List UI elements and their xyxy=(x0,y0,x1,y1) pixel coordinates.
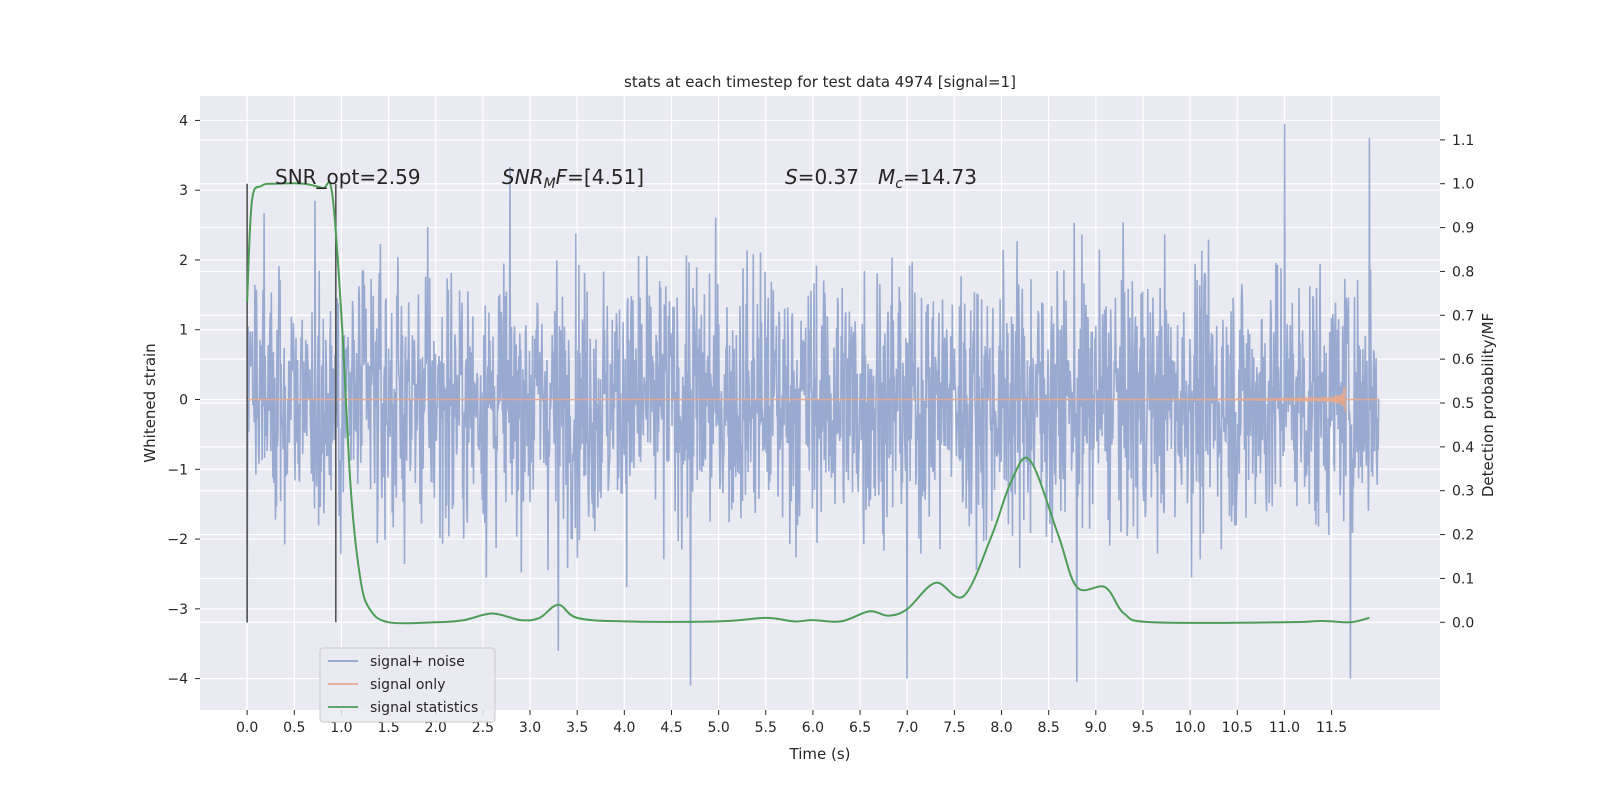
s-value: =0.37 xyxy=(798,165,859,189)
y-right-tick-label: 0.2 xyxy=(1452,528,1474,544)
series-signal-only xyxy=(246,386,1379,412)
y-right-axis-label: Detection probability/MF xyxy=(1479,313,1497,497)
snr-mf-subscript: M xyxy=(544,176,556,192)
annotation-snr-mf: SNRMF=[4.51] xyxy=(502,165,644,192)
y-tick-label: −1 xyxy=(167,462,188,478)
x-tick-label: 3.5 xyxy=(566,720,588,736)
y-tick-label: −2 xyxy=(167,532,188,548)
x-tick-label: 0.5 xyxy=(283,720,305,736)
y-right-tick-label: 0.1 xyxy=(1452,571,1474,587)
x-tick-label: 1.0 xyxy=(330,720,352,736)
y-axis-label: Whitened strain xyxy=(141,343,159,462)
y-tick-label: 0 xyxy=(179,393,188,409)
chart-title: stats at each timestep for test data 497… xyxy=(624,73,1016,91)
y-tick-label: −4 xyxy=(167,672,188,688)
signal-statistics-line xyxy=(246,181,1370,625)
x-tick-label: 11.0 xyxy=(1269,720,1300,736)
x-tick-label: 2.0 xyxy=(425,720,447,736)
y-right-tick-label: 0.0 xyxy=(1452,615,1474,631)
y-right-tick-label: 0.5 xyxy=(1452,396,1474,412)
s-symbol: S xyxy=(785,165,798,189)
x-tick-label: 10.0 xyxy=(1175,720,1206,736)
y-right-axis-ticks: 0.0 0.1 0.2 0.3 0.4 0.5 0.6 0.7 0.8 0.9 1.0 1.1 xyxy=(1440,133,1474,631)
x-tick-label: 11.5 xyxy=(1316,720,1347,736)
series-signal-statistics xyxy=(246,181,1370,625)
y-right-tick-label: 1.1 xyxy=(1452,133,1474,149)
y-right-tick-label: 0.7 xyxy=(1452,308,1474,324)
y-right-tick-label: 0.8 xyxy=(1452,264,1474,280)
x-tick-label: 8.0 xyxy=(990,720,1012,736)
y-axis-ticks: −4 −3 −2 −1 0 1 2 3 4 xyxy=(167,113,200,688)
legend: signal+ noise signal only signal statist… xyxy=(319,647,496,723)
x-tick-label: 3.0 xyxy=(519,720,541,736)
y-tick-label: 1 xyxy=(179,323,188,339)
snr-mf-symbol: SNR xyxy=(502,165,544,189)
x-axis-ticks: 0.0 0.5 1.0 1.5 2.0 2.5 3.0 3.5 4.0 4.5 5.0 5.5 6.0 6… xyxy=(236,710,1347,736)
legend-box xyxy=(319,647,496,723)
x-tick-label: 8.5 xyxy=(1038,720,1060,736)
y-right-tick-label: 0.3 xyxy=(1452,484,1474,500)
annotation-snr-opt: SNR_opt=2.59 xyxy=(275,165,421,189)
mc-subscript: c xyxy=(895,176,903,192)
x-tick-label: 10.5 xyxy=(1222,720,1253,736)
y-tick-label: −3 xyxy=(167,602,188,618)
signal-only-line xyxy=(246,386,1379,412)
x-tick-label: 1.5 xyxy=(377,720,399,736)
legend-label-signal-only: signal only xyxy=(370,677,445,693)
x-tick-label: 7.0 xyxy=(896,720,918,736)
legend-label-signal-statistics: signal statistics xyxy=(370,700,478,716)
x-tick-label: 7.5 xyxy=(943,720,965,736)
x-tick-label: 5.0 xyxy=(707,720,729,736)
x-tick-label: 9.0 xyxy=(1085,720,1107,736)
x-tick-label: 4.0 xyxy=(613,720,635,736)
snr-mf-symbol2: F xyxy=(556,165,568,189)
annotation-s: S=0.37 xyxy=(785,165,859,189)
y-tick-label: 2 xyxy=(179,253,188,269)
mc-symbol: M xyxy=(878,165,895,189)
snr-mf-value: =[4.51] xyxy=(567,165,644,189)
annotation-mc: Mc=14.73 xyxy=(878,165,977,192)
x-tick-label: 9.5 xyxy=(1132,720,1154,736)
x-tick-label: 4.5 xyxy=(660,720,682,736)
y-right-tick-label: 0.6 xyxy=(1452,352,1474,368)
series-signal-plus-noise xyxy=(246,123,1380,686)
x-tick-label: 6.0 xyxy=(802,720,824,736)
x-axis-label: Time (s) xyxy=(789,745,851,763)
vertical-markers xyxy=(246,183,337,623)
y-right-tick-label: 0.4 xyxy=(1452,440,1474,456)
mc-value: =14.73 xyxy=(903,165,977,189)
y-tick-label: 3 xyxy=(179,183,188,199)
y-tick-label: 4 xyxy=(179,113,188,129)
signal-plus-noise-line xyxy=(246,123,1380,686)
x-tick-label: 5.5 xyxy=(755,720,777,736)
x-tick-label: 0.0 xyxy=(236,720,258,736)
y-right-tick-label: 0.9 xyxy=(1452,221,1474,237)
x-tick-label: 6.5 xyxy=(849,720,871,736)
legend-label-signal-plus-noise: signal+ noise xyxy=(370,654,465,670)
y-right-tick-label: 1.0 xyxy=(1452,177,1474,193)
x-tick-label: 2.5 xyxy=(472,720,494,736)
